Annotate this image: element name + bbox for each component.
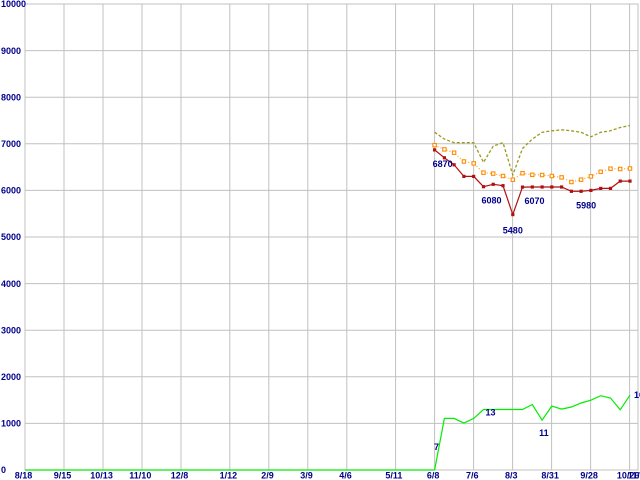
svg-text:10000: 10000 [1,0,26,9]
svg-text:4000: 4000 [1,279,21,289]
svg-text:6070: 6070 [525,196,545,206]
svg-text:8/18: 8/18 [15,471,33,480]
svg-text:7: 7 [434,442,439,452]
svg-text:5480: 5480 [503,226,523,236]
svg-text:8/31: 8/31 [541,471,559,480]
svg-text:6870: 6870 [433,159,453,169]
svg-text:6000: 6000 [1,186,21,196]
svg-text:11/10: 11/10 [129,471,151,480]
svg-text:3000: 3000 [1,325,21,335]
svg-text:1/12: 1/12 [220,471,238,480]
svg-text:3/9: 3/9 [300,471,313,480]
svg-text:0: 0 [1,465,6,475]
svg-text:2000: 2000 [1,372,21,382]
svg-text:11/1: 11/1 [628,471,640,480]
svg-text:6080: 6080 [482,196,502,206]
svg-text:1000: 1000 [1,419,21,429]
svg-text:2/9: 2/9 [261,471,274,480]
svg-text:6/8: 6/8 [427,471,440,480]
svg-text:12/8: 12/8 [171,471,189,480]
svg-text:9/15: 9/15 [54,471,72,480]
svg-text:16: 16 [634,390,640,400]
svg-text:8000: 8000 [1,92,21,102]
svg-text:5980: 5980 [576,200,596,210]
svg-text:9000: 9000 [1,46,21,56]
svg-text:10/13: 10/13 [90,471,113,480]
svg-text:4/6: 4/6 [339,471,352,480]
svg-text:5/11: 5/11 [385,471,402,480]
svg-text:7/6: 7/6 [466,471,479,480]
svg-text:11: 11 [539,428,549,438]
svg-text:7000: 7000 [1,139,21,149]
svg-text:8/3: 8/3 [505,471,518,480]
svg-text:9/28: 9/28 [580,471,598,480]
svg-text:5000: 5000 [1,232,21,242]
svg-text:13: 13 [486,408,496,418]
